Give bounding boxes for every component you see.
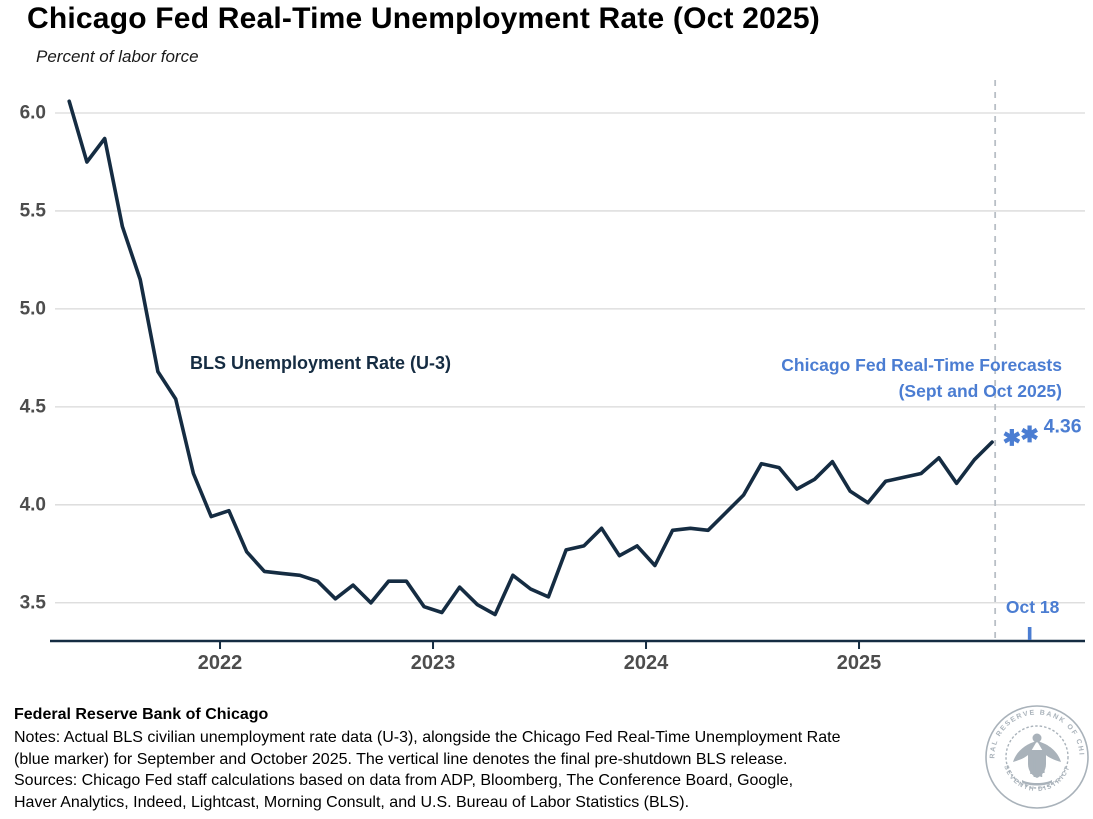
chart-subtitle: Percent of labor force [36,47,199,66]
y-axis-tick-label: 4.0 [20,494,46,515]
x-axis-tick-label: 2025 [837,652,882,674]
y-axis-tick-label: 6.0 [20,103,46,124]
forecast-asterisk-marker: ✱ [1020,422,1038,447]
seal-eagle [1013,733,1061,786]
footer-note-line: Sources: Chicago Fed staff calculations … [14,772,794,789]
x-axis-tick-label: 2022 [198,652,243,674]
forecast-series-label-line1: Chicago Fed Real-Time Forecasts [781,355,1062,375]
forecast-value-label: 4.36 [1044,415,1082,437]
footer-org-name: Federal Reserve Bank of Chicago [14,706,269,723]
x-axis-tick-label: 2024 [624,652,669,674]
chart-title: Chicago Fed Real-Time Unemployment Rate … [27,2,820,35]
federal-reserve-seal-logo: FEDERAL RESERVE BANK OF CHICAGO SEVENTH … [982,700,1089,809]
y-axis-tick-label: 4.5 [20,396,47,417]
x-axis-tick-label: 2023 [411,652,456,674]
y-axis-tick-label: 3.5 [20,592,47,613]
footer-note-line: (blue marker) for September and October … [14,750,788,768]
footer-note-line: Haver Analytics, Indeed, Lightcast, Morn… [14,793,690,811]
oct18-tick-mark [1027,627,1032,640]
footer-notes: Federal Reserve Bank of Chicago Notes: A… [14,706,974,813]
svg-text:FEDERAL RESERVE BANK OF CHICAG: FEDERAL RESERVE BANK OF CHICAGO [982,700,1085,759]
chart-svg: 6.0 5.5 5.0 4.5 4.0 3.5 2022 2023 2024 2025 ✱ ✱ 4.36… [20,80,1085,674]
footer-note-line: Notes: Actual BLS civilian unemployment … [14,729,841,746]
forecast-asterisk-marker: ✱ [1003,426,1021,451]
u3-line-series [67,99,994,617]
forecast-series-label-line2: (Sept and Oct 2025) [899,381,1062,401]
chart-area: 6.0 5.5 5.0 4.5 4.0 3.5 2022 2023 2024 2025 ✱ ✱ 4.36… [0,75,1093,675]
y-axis-tick-label: 5.5 [20,200,47,221]
u3-series-label: BLS Unemployment Rate (U-3) [190,353,451,373]
oct18-tick-label: Oct 18 [1006,597,1060,617]
y-axis-tick-label: 5.0 [20,298,46,319]
